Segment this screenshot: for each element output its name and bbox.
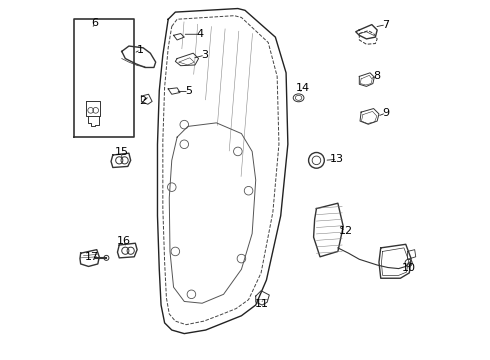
Text: 5: 5 <box>185 86 193 96</box>
Text: 10: 10 <box>402 262 416 273</box>
Text: 14: 14 <box>296 83 310 93</box>
Text: 3: 3 <box>201 50 208 60</box>
Text: 11: 11 <box>255 299 269 309</box>
Text: 6: 6 <box>91 18 98 28</box>
Text: 12: 12 <box>339 226 353 236</box>
Text: 9: 9 <box>383 108 390 118</box>
Text: 8: 8 <box>373 71 380 81</box>
Text: 1: 1 <box>137 45 144 55</box>
Text: 16: 16 <box>117 236 130 246</box>
Text: 7: 7 <box>383 19 390 30</box>
Text: 2: 2 <box>139 96 146 107</box>
Text: 15: 15 <box>115 147 129 157</box>
Text: 13: 13 <box>330 154 344 164</box>
Text: 4: 4 <box>197 29 204 39</box>
Text: 17: 17 <box>85 252 99 262</box>
